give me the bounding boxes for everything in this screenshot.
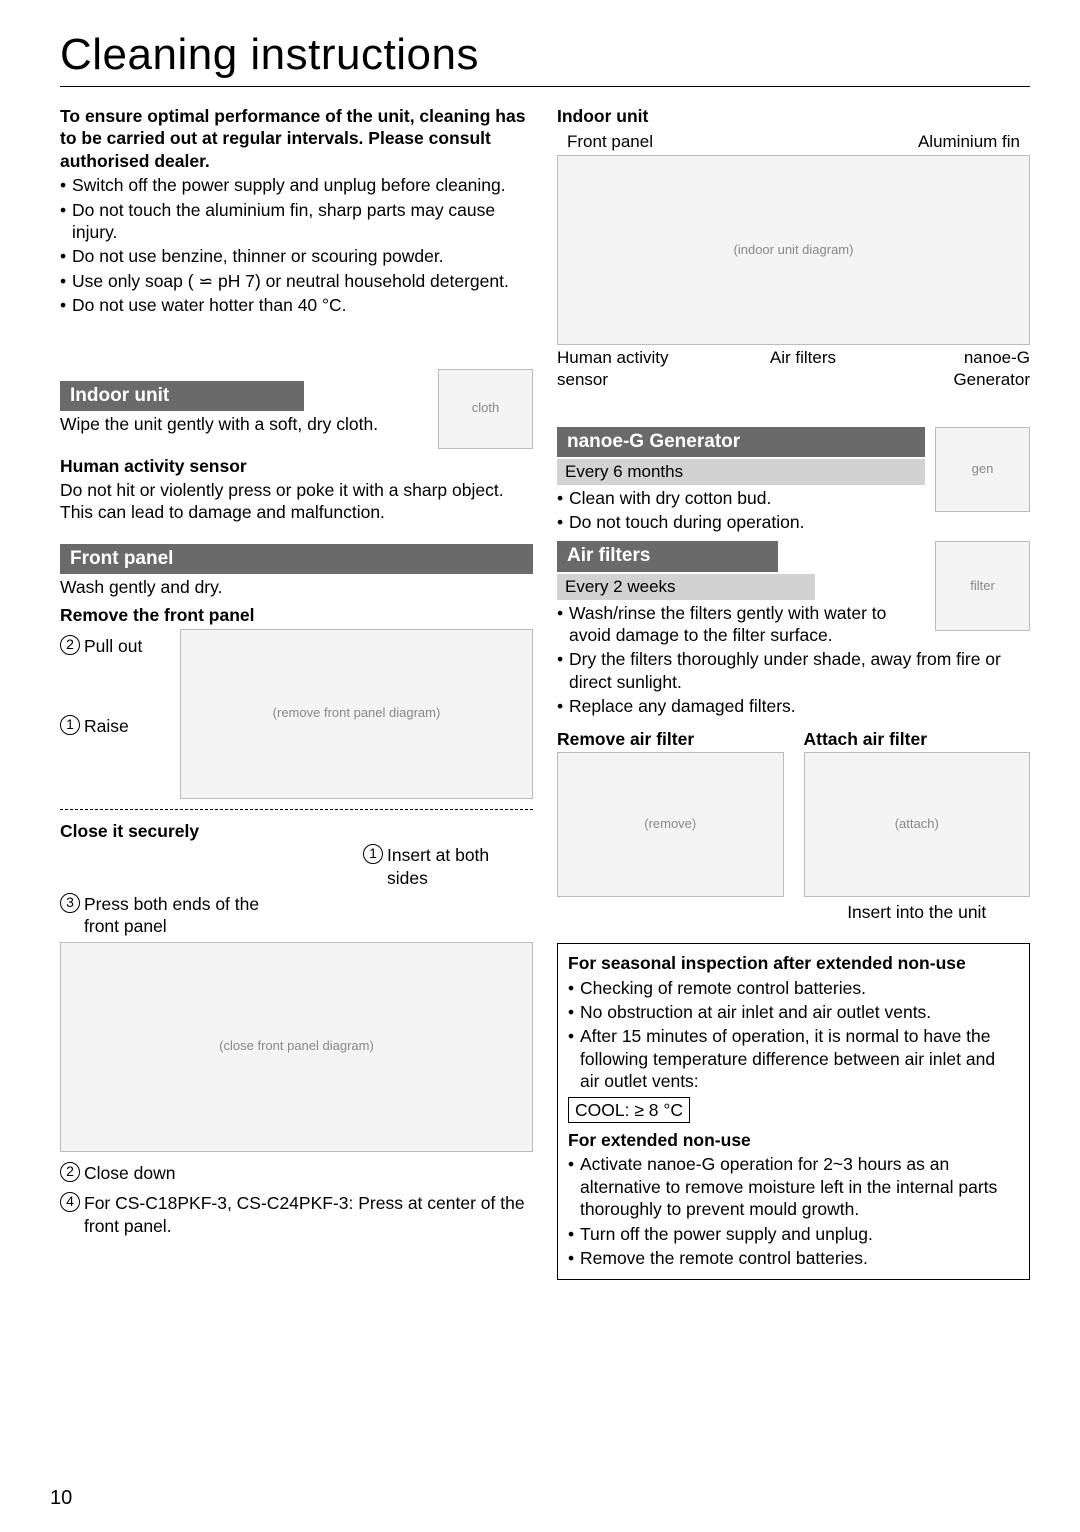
step-pull-out: 2 Pull out: [60, 635, 170, 657]
nanoe-g-freq: Every 6 months: [557, 459, 925, 485]
step-insert-sides: 1 Insert at both sides: [363, 844, 533, 889]
nanoe-g-icon: gen: [935, 427, 1030, 512]
step-number-icon: 3: [60, 893, 80, 913]
remove-panel-diagram: (remove front panel diagram): [180, 629, 533, 799]
intro-bullet: Do not use benzine, thinner or scouring …: [60, 245, 533, 267]
intro-bullet: Use only soap ( ⋍ pH 7) or neutral house…: [60, 270, 533, 292]
close-panel-diagram: (close front panel diagram): [60, 942, 533, 1152]
intro-bullets: Switch off the power supply and unplug b…: [60, 174, 533, 316]
indoor-unit-text: Wipe the unit gently with a soft, dry cl…: [60, 413, 430, 435]
nonuse-bullet: Remove the remote control batteries.: [568, 1247, 1019, 1269]
indoor-unit-diagram: (indoor unit diagram): [557, 155, 1030, 345]
label-nanoe-g: nanoe-G Generator: [898, 347, 1030, 391]
remove-front-panel-head: Remove the front panel: [60, 604, 533, 626]
page-title: Cleaning instructions: [60, 30, 1030, 80]
step-number-icon: 1: [363, 844, 383, 864]
label-aluminium-fin: Aluminium fin: [918, 131, 1020, 153]
right-column: Indoor unit Front panel Aluminium fin (i…: [557, 105, 1030, 1280]
air-filter-bullet: Dry the filters thoroughly under shade, …: [557, 648, 1030, 693]
air-filters-bar: Air filters: [557, 541, 778, 571]
cool-temp-box: COOL: ≥ 8 °C: [568, 1097, 690, 1123]
air-filter-icon: filter: [935, 541, 1030, 631]
step-press-center: 4 For CS-C18PKF-3, CS-C24PKF-3: Press at…: [60, 1192, 533, 1237]
remove-filter-diagram: (remove): [557, 752, 784, 897]
attach-filter-diagram: (attach): [804, 752, 1031, 897]
attach-filter-label: Attach air filter: [804, 728, 1031, 750]
seasonal-box: For seasonal inspection after extended n…: [557, 943, 1030, 1280]
intro-bullet: Switch off the power supply and unplug b…: [60, 174, 533, 196]
label-air-filters: Air filters: [708, 347, 897, 391]
seasonal-bullet: No obstruction at air inlet and air outl…: [568, 1001, 1019, 1023]
indoor-unit-bar: Indoor unit: [60, 381, 304, 411]
step-press-ends: 3 Press both ends of the front panel: [60, 893, 533, 938]
dashed-separator: [60, 809, 533, 810]
step-close-down: 2 Close down: [60, 1162, 533, 1184]
remove-filter-label: Remove air filter: [557, 728, 784, 750]
indoor-unit-diagram-head: Indoor unit: [557, 105, 1030, 127]
nanoe-g-bullet: Clean with dry cotton bud.: [557, 487, 925, 509]
air-filters-bullets: Wash/rinse the filters gently with water…: [557, 602, 925, 647]
air-filters-freq: Every 2 weeks: [557, 574, 815, 600]
nonuse-bullet: Activate nanoe-G operation for 2~3 hours…: [568, 1153, 1019, 1220]
nanoe-g-bullet: Do not touch during operation.: [557, 511, 925, 533]
front-panel-bar: Front panel: [60, 544, 533, 574]
air-filter-bullet: Replace any damaged filters.: [557, 695, 1030, 717]
left-column: To ensure optimal performance of the uni…: [60, 105, 533, 1280]
intro-bullet: Do not use water hotter than 40 °C.: [60, 294, 533, 316]
seasonal-bullet: After 15 minutes of operation, it is nor…: [568, 1025, 1019, 1092]
sensor-text: Do not hit or violently press or poke it…: [60, 479, 533, 524]
step-number-icon: 1: [60, 715, 80, 735]
seasonal-head: For seasonal inspection after extended n…: [568, 952, 1019, 974]
nanoe-g-bar: nanoe-G Generator: [557, 427, 925, 457]
step-number-icon: 2: [60, 635, 80, 655]
insert-unit-text: Insert into the unit: [804, 901, 1031, 923]
wipe-icon: cloth: [438, 369, 533, 449]
intro-bold: To ensure optimal performance of the uni…: [60, 105, 533, 172]
horizontal-rule: [60, 86, 1030, 87]
page-number: 10: [50, 1487, 72, 1510]
label-front-panel: Front panel: [567, 131, 653, 153]
label-human-sensor: Human activity sensor: [557, 347, 708, 391]
nonuse-bullets: Activate nanoe-G operation for 2~3 hours…: [568, 1153, 1019, 1269]
step-number-icon: 4: [60, 1192, 80, 1212]
sensor-head: Human activity sensor: [60, 455, 533, 477]
nonuse-head: For extended non-use: [568, 1129, 1019, 1151]
air-filters-bullets-cont: Dry the filters thoroughly under shade, …: [557, 648, 1030, 717]
seasonal-bullets: Checking of remote control batteries. No…: [568, 977, 1019, 1093]
step-number-icon: 2: [60, 1162, 80, 1182]
step-raise: 1 Raise: [60, 715, 170, 737]
front-panel-wash: Wash gently and dry.: [60, 576, 533, 598]
close-securely-head: Close it securely: [60, 820, 533, 842]
content-columns: To ensure optimal performance of the uni…: [60, 105, 1030, 1280]
air-filter-bullet: Wash/rinse the filters gently with water…: [557, 602, 925, 647]
nanoe-g-bullets: Clean with dry cotton bud. Do not touch …: [557, 487, 925, 534]
nonuse-bullet: Turn off the power supply and unplug.: [568, 1223, 1019, 1245]
seasonal-bullet: Checking of remote control batteries.: [568, 977, 1019, 999]
intro-bullet: Do not touch the aluminium fin, sharp pa…: [60, 199, 533, 244]
